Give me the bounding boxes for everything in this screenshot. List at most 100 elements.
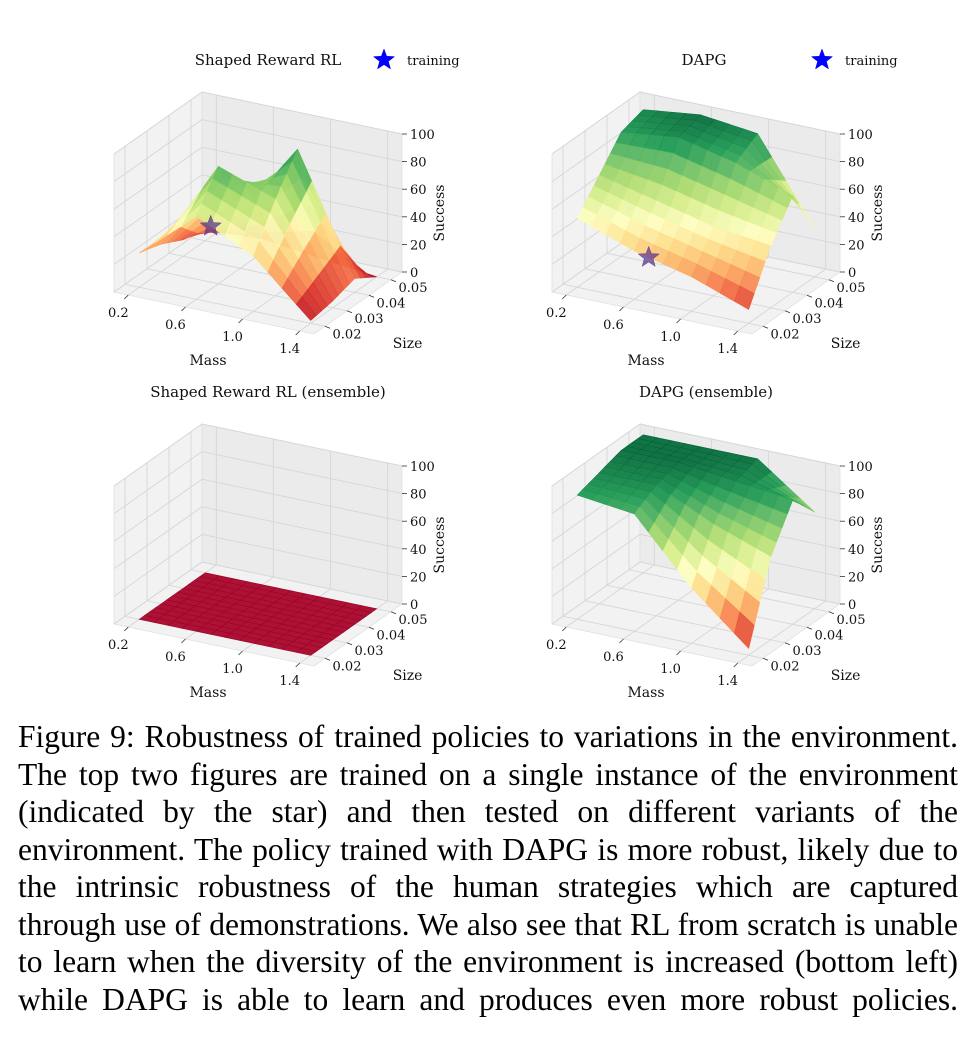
- success-tick-label: 100: [410, 460, 435, 475]
- size-axis-label: Size: [393, 668, 423, 684]
- mass-tick: [181, 306, 186, 312]
- success-tick-label: 0: [848, 266, 856, 281]
- size-tick: [390, 279, 397, 283]
- mass-tick: [124, 626, 129, 632]
- success-surface: [576, 109, 815, 310]
- mass-tick: [733, 330, 738, 336]
- training-star-marker: [199, 214, 222, 236]
- size-tick: [324, 325, 331, 329]
- success-gridline: [113, 561, 403, 625]
- shaped-reward-rl-ensemble-title: Shaped Reward RL (ensemble): [150, 383, 386, 401]
- shaped-reward-rl-title: Shaped Reward RL: [195, 51, 342, 69]
- success-gridline: [113, 478, 403, 542]
- success-tick-label: 0: [410, 266, 418, 281]
- legend-star-icon: [372, 48, 396, 70]
- mass-tick: [295, 330, 300, 336]
- size-tick-label: 0.03: [355, 312, 384, 327]
- figure-panels: 0.20.61.01.40.020.030.040.05020406080100…: [108, 48, 898, 700]
- mass-tick: [619, 306, 624, 312]
- success-gridline: [551, 423, 841, 487]
- size-tick: [828, 279, 835, 283]
- mass-tick-label: 1.0: [660, 662, 681, 677]
- mass-axis-label: Mass: [189, 353, 226, 369]
- size-tick-label: 0.04: [377, 296, 406, 311]
- size-tick-label: 0.03: [793, 644, 822, 659]
- size-tick-label: 0.04: [815, 628, 844, 643]
- surface-facet: [296, 296, 317, 321]
- mass-tick-label: 0.6: [603, 650, 624, 665]
- success-tick-label: 40: [410, 211, 427, 226]
- mass-tick-label: 0.6: [165, 650, 186, 665]
- success-gridline: [113, 423, 403, 487]
- size-tick-label: 0.04: [377, 628, 406, 643]
- surface-facet: [734, 611, 755, 650]
- mass-tick-label: 0.2: [546, 638, 567, 653]
- mass-tick: [562, 626, 567, 632]
- success-gridline: [113, 451, 403, 514]
- success-gridline: [113, 119, 403, 182]
- size-tick-label: 0.02: [333, 327, 362, 342]
- success-tick-label: 80: [848, 488, 865, 503]
- success-tick-label: 60: [848, 515, 865, 530]
- mass-axis-label: Mass: [627, 685, 664, 700]
- success-tick-label: 40: [848, 211, 865, 226]
- size-tick: [368, 294, 375, 298]
- size-tick: [346, 642, 353, 646]
- surface-facet: [295, 648, 317, 656]
- mass-tick-label: 0.2: [108, 638, 129, 653]
- legend-label: training: [407, 54, 460, 69]
- success-axis-label: Success: [432, 517, 448, 574]
- mass-tick: [181, 638, 186, 644]
- mass-tick: [238, 318, 243, 324]
- size-tick: [762, 325, 769, 329]
- size-tick: [762, 657, 769, 661]
- size-axis-label: Size: [393, 336, 423, 352]
- success-tick-label: 80: [410, 488, 427, 503]
- mass-tick-label: 0.2: [108, 306, 129, 321]
- size-tick-label: 0.02: [771, 327, 800, 342]
- legend-star-icon: [810, 48, 834, 70]
- success-gridline: [113, 506, 403, 570]
- mass-tick: [619, 638, 624, 644]
- mass-tick-label: 0.2: [546, 306, 567, 321]
- success-tick-label: 40: [410, 543, 427, 558]
- success-gridline: [551, 533, 841, 597]
- success-axis-label: Success: [870, 517, 886, 574]
- success-tick-label: 80: [848, 156, 865, 171]
- size-axis-label: Size: [831, 336, 861, 352]
- success-tick-label: 100: [848, 460, 873, 475]
- dapg-ensemble-title: DAPG (ensemble): [639, 383, 773, 401]
- size-tick-label: 0.02: [771, 659, 800, 674]
- figure-caption: Figure 9: Robustness of trained policies…: [18, 719, 958, 1017]
- mass-tick: [676, 650, 681, 656]
- shaped-reward-rl-ensemble-panel: 0.2 0.6 1.0 1.4 0.020.030.040.050 20 40 60 80 100…: [108, 383, 448, 700]
- size-tick: [346, 310, 353, 314]
- success-tick-label: 100: [410, 128, 435, 143]
- mass-tick-label: 1.0: [222, 662, 243, 677]
- success-surface: [139, 148, 377, 321]
- success-gridline: [551, 561, 841, 625]
- size-tick: [828, 611, 835, 615]
- success-tick-label: 60: [410, 183, 427, 198]
- size-axis-label: Size: [831, 668, 861, 684]
- mass-axis-label: Mass: [627, 353, 664, 369]
- mass-tick-label: 1.4: [279, 674, 300, 689]
- size-tick-label: 0.03: [793, 312, 822, 327]
- size-tick-label: 0.05: [399, 281, 428, 296]
- success-tick-label: 20: [410, 570, 427, 585]
- size-tick: [784, 642, 791, 646]
- size-tick-label: 0.05: [399, 613, 428, 628]
- size-tick: [390, 611, 397, 615]
- success-tick-label: 100: [848, 128, 873, 143]
- dapg-panel: 0.2 0.6 1.0 1.4 0.020.030.040.050 20 40 60 80 100…: [546, 48, 898, 369]
- size-tick-label: 0.04: [815, 296, 844, 311]
- success-tick-label: 0: [848, 598, 856, 613]
- mass-tick: [676, 318, 681, 324]
- mass-tick-label: 1.4: [717, 342, 738, 357]
- mass-tick-label: 1.4: [717, 674, 738, 689]
- success-gridline: [113, 146, 403, 210]
- legend-label: training: [845, 54, 898, 69]
- size-tick: [368, 626, 375, 630]
- success-axis-label: Success: [870, 185, 886, 242]
- dapg-ensemble-panel: 0.2 0.6 1.0 1.4 0.020.030.040.050 20 40 60 80 100…: [546, 383, 886, 700]
